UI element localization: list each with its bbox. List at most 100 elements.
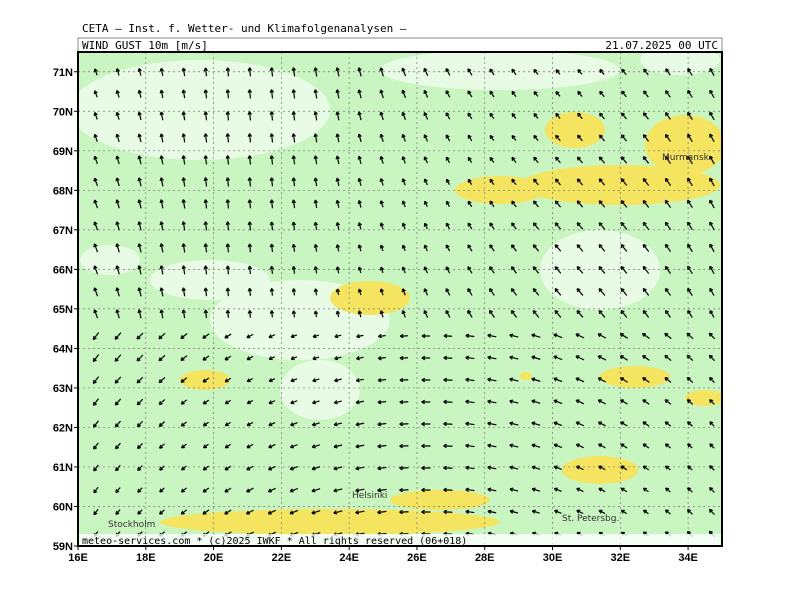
wind-arrow bbox=[555, 69, 561, 75]
wind-arrow bbox=[203, 111, 208, 121]
wind-arrow bbox=[489, 68, 495, 76]
wind-arrow bbox=[708, 376, 715, 383]
wind-arrow bbox=[642, 156, 650, 164]
wind-arrow bbox=[642, 134, 650, 142]
wind-arrow bbox=[377, 466, 387, 471]
wind-arrow bbox=[401, 310, 406, 318]
wind-arrow bbox=[443, 377, 453, 383]
wind-arrow bbox=[313, 133, 318, 143]
wind-arrow bbox=[642, 377, 650, 383]
wind-arrow bbox=[335, 111, 340, 121]
wind-arrow bbox=[377, 510, 387, 515]
wind-arrow bbox=[203, 89, 209, 99]
wind-arrow bbox=[598, 509, 606, 515]
wind-arrow bbox=[290, 422, 298, 427]
wind-arrow bbox=[114, 354, 122, 362]
wind-arrow bbox=[224, 487, 232, 493]
wind-arrow bbox=[642, 265, 650, 274]
wind-arrow bbox=[379, 178, 384, 186]
wind-arrow bbox=[487, 509, 497, 514]
wind-arrow bbox=[158, 354, 166, 362]
wind-arrow bbox=[511, 112, 517, 119]
wind-arrow bbox=[379, 89, 384, 99]
x-tick-label: 32E bbox=[611, 552, 631, 564]
wind-arrow bbox=[599, 68, 605, 75]
wind-arrow bbox=[465, 421, 475, 426]
wind-arrow bbox=[268, 378, 276, 383]
wind-arrow bbox=[487, 377, 497, 382]
wind-arrow bbox=[312, 378, 320, 383]
wind-arrow bbox=[269, 111, 275, 121]
wind-arrow bbox=[202, 421, 209, 427]
wind-arrow bbox=[181, 111, 186, 121]
wind-arrow bbox=[554, 266, 562, 274]
wind-arrow bbox=[664, 155, 672, 164]
wind-arrow bbox=[224, 509, 232, 515]
wind-arrow bbox=[224, 443, 232, 449]
wind-arrow bbox=[687, 243, 693, 253]
wind-arrow bbox=[576, 509, 584, 515]
wind-arrow bbox=[620, 487, 628, 493]
wind-arrow bbox=[335, 288, 341, 296]
wind-arrow bbox=[531, 355, 541, 360]
wind-arrow bbox=[203, 67, 209, 77]
y-tick-label: 64N bbox=[53, 343, 73, 355]
wind-arrow bbox=[115, 221, 120, 231]
wind-arrow bbox=[356, 333, 364, 339]
wind-arrow bbox=[180, 443, 187, 449]
wind-arrow bbox=[576, 487, 584, 493]
wind-arrow bbox=[203, 199, 208, 209]
wind-arrow bbox=[203, 133, 208, 143]
wind-arrow bbox=[509, 421, 519, 426]
wind-arrow bbox=[225, 309, 231, 318]
wind-arrow bbox=[180, 355, 188, 362]
wind-arrow bbox=[357, 222, 362, 230]
wind-arrow bbox=[509, 377, 519, 382]
wind-arrow bbox=[510, 288, 518, 296]
wind-arrow bbox=[225, 155, 231, 165]
wind-arrow bbox=[709, 265, 715, 275]
wind-arrow bbox=[246, 443, 254, 449]
wind-arrow bbox=[247, 67, 253, 77]
wind-arrow bbox=[597, 377, 607, 383]
wind-arrow bbox=[203, 221, 208, 231]
wind-arrow bbox=[532, 200, 539, 208]
wind-arrow bbox=[555, 112, 561, 119]
y-tick-label: 71N bbox=[53, 67, 73, 79]
wind-arrow bbox=[202, 355, 210, 361]
wind-arrow bbox=[92, 332, 100, 341]
wind-arrow bbox=[467, 90, 473, 98]
wind-arrow bbox=[445, 200, 450, 208]
wind-arrow bbox=[269, 89, 275, 99]
wind-arrow bbox=[642, 112, 649, 120]
wind-arrow bbox=[379, 133, 384, 142]
wind-arrow bbox=[445, 244, 451, 252]
wind-arrow bbox=[356, 355, 364, 361]
wind-arrow bbox=[335, 67, 340, 77]
wind-arrow bbox=[554, 178, 561, 186]
grid bbox=[78, 52, 722, 546]
wind-arrow bbox=[93, 112, 98, 120]
field-title: WIND GUST 10m [m/s] bbox=[82, 39, 208, 52]
wind-arrow bbox=[401, 133, 406, 142]
wind-arrow bbox=[401, 178, 406, 186]
wind-arrow bbox=[664, 133, 671, 142]
wind-arrow bbox=[423, 67, 429, 77]
wind-arrow bbox=[291, 155, 296, 165]
wind-arrow bbox=[247, 309, 253, 318]
wind-arrow bbox=[509, 443, 519, 448]
wind-arrow bbox=[92, 398, 100, 406]
wind-arrow bbox=[687, 68, 693, 76]
wind-arrow bbox=[467, 178, 473, 185]
wind-arrow bbox=[159, 265, 164, 275]
wind-arrow bbox=[115, 177, 120, 187]
valid-time: 21.07.2025 00 UTC bbox=[605, 39, 718, 52]
wind-arrow bbox=[313, 67, 318, 77]
x-tick-label: 20E bbox=[204, 552, 224, 564]
wind-arrow bbox=[575, 465, 584, 471]
wind-arrow bbox=[181, 133, 186, 143]
wind-arrow bbox=[291, 243, 297, 252]
y-tick-label: 65N bbox=[53, 304, 73, 316]
frame bbox=[77, 51, 723, 547]
wind-arrow bbox=[489, 244, 495, 252]
